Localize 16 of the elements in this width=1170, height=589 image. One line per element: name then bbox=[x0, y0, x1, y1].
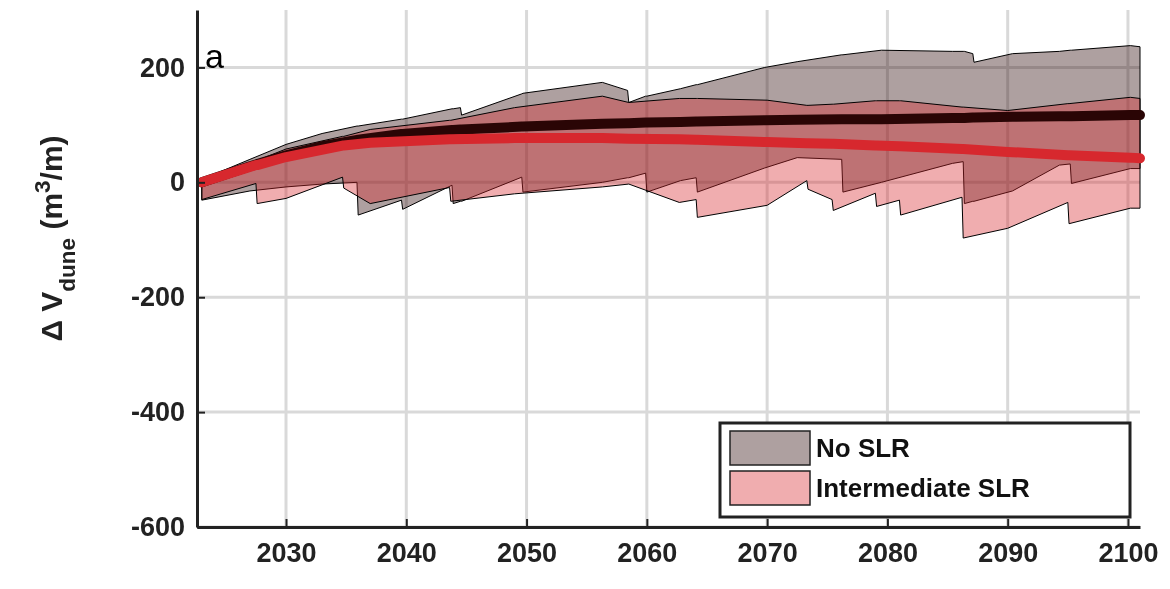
x-tick-label: 2080 bbox=[857, 538, 918, 569]
x-tick-label: 2100 bbox=[1098, 538, 1159, 569]
y-tick-label: 200 bbox=[139, 52, 185, 83]
x-tick-label: 2050 bbox=[497, 538, 558, 569]
x-tick-label: 2030 bbox=[256, 538, 317, 569]
y-tick-label: -400 bbox=[130, 397, 185, 428]
y-tick-label: 0 bbox=[169, 167, 185, 198]
x-tick-label: 2090 bbox=[978, 538, 1039, 569]
x-tick-label: 2060 bbox=[617, 538, 678, 569]
legend-label: Intermediate SLR bbox=[816, 473, 1031, 503]
annotation: a bbox=[205, 37, 224, 75]
x-tick-label: 2040 bbox=[376, 538, 437, 569]
x-tick-label: 2070 bbox=[737, 538, 798, 569]
legend-label: No SLR bbox=[816, 433, 911, 463]
y-tick-label: -600 bbox=[130, 512, 185, 543]
y-tick-label: -200 bbox=[130, 282, 185, 313]
